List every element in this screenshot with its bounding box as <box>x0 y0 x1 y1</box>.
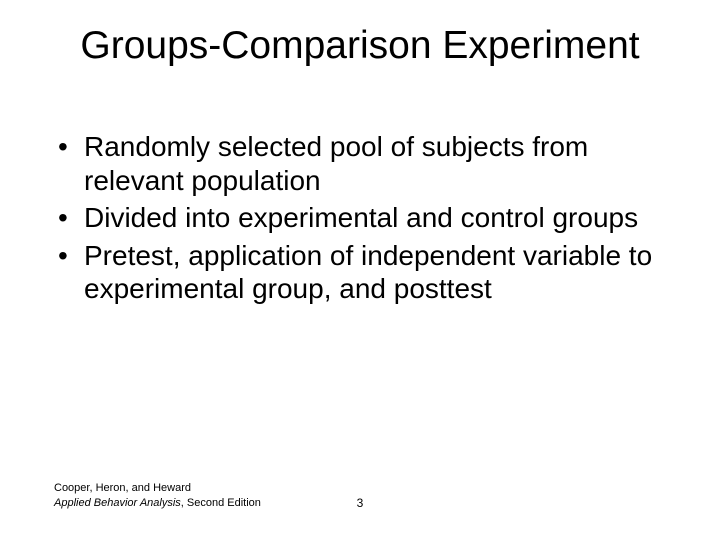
footer-edition: , Second Edition <box>181 497 261 509</box>
bullet-list: Randomly selected pool of subjects from … <box>54 130 666 306</box>
bullet-item: Pretest, application of independent vari… <box>54 239 666 306</box>
bullet-item: Divided into experimental and control gr… <box>54 201 666 235</box>
footer-book: Applied Behavior Analysis, Second Editio… <box>54 496 261 510</box>
footer-attribution: Cooper, Heron, and Heward Applied Behavi… <box>54 481 261 510</box>
slide: Groups-Comparison Experiment Randomly se… <box>0 0 720 540</box>
footer-page-number: 3 <box>357 496 364 510</box>
footer-authors: Cooper, Heron, and Heward <box>54 481 261 495</box>
slide-title: Groups-Comparison Experiment <box>0 24 720 68</box>
slide-content: Randomly selected pool of subjects from … <box>54 130 666 310</box>
bullet-item: Randomly selected pool of subjects from … <box>54 130 666 197</box>
footer-book-title: Applied Behavior Analysis <box>54 497 181 509</box>
slide-footer: Cooper, Heron, and Heward Applied Behavi… <box>54 481 666 510</box>
